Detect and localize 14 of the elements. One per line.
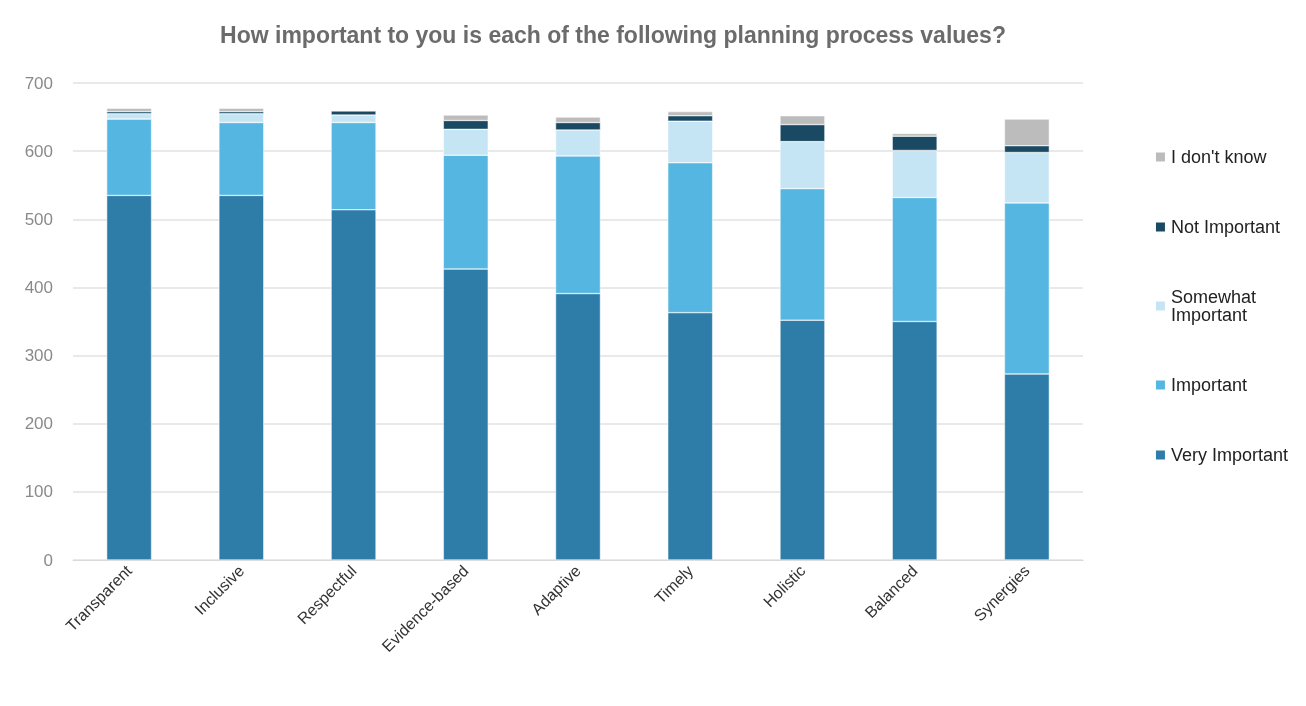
- y-tick-label: 600: [24, 141, 53, 161]
- y-tick-label: 100: [24, 482, 53, 502]
- y-tick-label: 700: [24, 73, 53, 93]
- y-tick-label: 500: [24, 209, 53, 229]
- y-tick-label: 0: [43, 550, 53, 570]
- y-tick-label: 200: [24, 414, 53, 434]
- chart-title: How important to you is each of the following planning process values?: [220, 21, 1006, 48]
- legend-label: Very Important: [1170, 445, 1289, 465]
- legend-label: I don't know: [1170, 147, 1268, 167]
- legend-label: Not Important: [1170, 217, 1280, 237]
- legend-label: Somewhat Important: [1170, 287, 1261, 325]
- y-tick-label: 400: [24, 277, 53, 297]
- y-tick-label: 300: [24, 346, 53, 366]
- legend-label: Important: [1170, 375, 1247, 395]
